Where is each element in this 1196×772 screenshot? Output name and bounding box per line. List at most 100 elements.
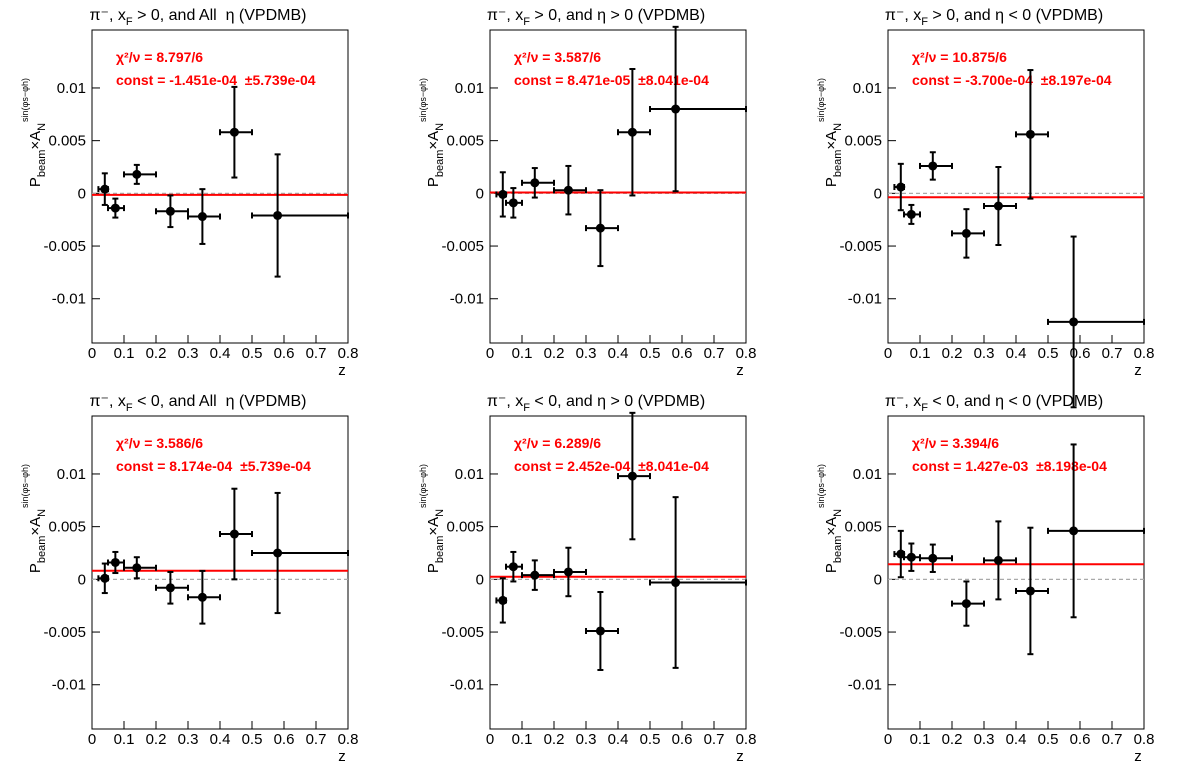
data-point [273, 548, 283, 558]
x-tick-label: 0.3 [178, 345, 199, 362]
y-tick-label: 0.01 [455, 466, 484, 483]
y-axis-label-part: ×A [425, 517, 442, 536]
data-point [1025, 129, 1035, 139]
y-axis-label-superscript: sin(φs−φh) [20, 78, 30, 122]
y-axis-label-superscript: sin(φs−φh) [20, 464, 30, 508]
x-tick-label: 0.8 [1134, 731, 1155, 748]
y-axis-label-part: beam [832, 150, 844, 178]
x-tick-label: 0.5 [640, 345, 661, 362]
y-axis-label-part: P [823, 177, 840, 187]
y-axis-label-part: beam [434, 536, 446, 564]
y-axis-label-part: beam [434, 150, 446, 178]
x-tick-label: 0.7 [704, 345, 725, 362]
x-tick-label: 0.7 [1102, 345, 1123, 362]
data-point [132, 563, 142, 573]
y-tick-label: -0.01 [450, 677, 484, 694]
x-tick-label: 0 [88, 345, 96, 362]
data-point [229, 127, 239, 137]
y-tick-label: 0 [874, 571, 882, 588]
x-tick-label: 0.8 [338, 731, 359, 748]
x-tick-label: 0.7 [1102, 731, 1123, 748]
x-tick-label: 0.1 [114, 731, 135, 748]
fit-annotation: const = 8.471e-05 ±8.041e-04 [514, 72, 709, 88]
data-point [906, 552, 916, 562]
y-axis-label-superscript: sin(φs−φh) [418, 78, 428, 122]
y-tick-label: 0.01 [853, 80, 882, 97]
panel-title: π⁻, xF < 0, and η < 0 (VPDMB) [885, 393, 1103, 414]
y-axis-label-part: N [36, 123, 48, 131]
y-axis-label-part: ×A [823, 131, 840, 150]
y-tick-label: 0.005 [446, 133, 484, 150]
x-tick-label: 0.4 [1006, 345, 1027, 362]
x-tick-label: 0.5 [242, 345, 263, 362]
fit-annotation: const = 8.174e-04 ±5.739e-04 [116, 458, 311, 474]
data-point [530, 570, 540, 580]
data-point [1025, 586, 1035, 596]
x-tick-label: 0.2 [146, 731, 167, 748]
y-axis-label-part: P [27, 563, 44, 573]
data-point [671, 578, 681, 588]
data-point [1069, 317, 1079, 327]
x-tick-label: 0 [486, 731, 494, 748]
y-tick-label: 0 [874, 185, 882, 202]
data-point [993, 555, 1003, 565]
y-tick-label: -0.005 [839, 238, 882, 255]
y-tick-label: 0.01 [57, 80, 86, 97]
fit-annotation: χ²/ν = 6.289/6 [514, 435, 601, 451]
y-axis-label-part: beam [36, 150, 48, 178]
x-tick-label: 0.1 [114, 345, 135, 362]
fit-annotation: χ²/ν = 8.797/6 [116, 49, 203, 65]
x-tick-label: 0.1 [910, 731, 931, 748]
y-axis-label-part: P [425, 177, 442, 187]
y-axis-label-superscript: sin(φs−φh) [816, 464, 826, 508]
data-point [132, 169, 142, 179]
fit-annotation: χ²/ν = 3.586/6 [116, 435, 203, 451]
panel: π⁻, xF < 0, and η < 0 (VPDMB) Pbeam×ANsin… [816, 393, 1154, 765]
x-tick-label: 0.4 [1006, 731, 1027, 748]
y-tick-label: 0.005 [446, 519, 484, 536]
data-point [595, 223, 605, 233]
x-tick-label: 0.5 [242, 731, 263, 748]
x-tick-label: 0.6 [1070, 731, 1091, 748]
y-tick-label: 0 [78, 185, 86, 202]
y-tick-label: 0.005 [48, 133, 86, 150]
x-axis-label: z [736, 748, 744, 765]
y-tick-label: -0.01 [52, 677, 86, 694]
data-point [229, 529, 239, 539]
data-point [906, 209, 916, 219]
data-point [928, 161, 938, 171]
x-tick-label: 0 [884, 345, 892, 362]
y-tick-label: -0.005 [43, 624, 86, 641]
data-point [197, 212, 207, 222]
x-tick-label: 0.6 [274, 731, 295, 748]
x-tick-label: 0.8 [736, 345, 757, 362]
x-tick-label: 0.1 [512, 731, 533, 748]
panel: π⁻, xF > 0, and η > 0 (VPDMB) Pbeam×ANsin… [418, 7, 756, 379]
panel-title: π⁻, xF < 0, and All η (VPDMB) [90, 393, 307, 414]
x-tick-label: 0.2 [942, 731, 963, 748]
data-point [928, 553, 938, 563]
y-axis-label-part: P [425, 563, 442, 573]
y-tick-label: -0.005 [43, 238, 86, 255]
x-axis-label: z [1134, 362, 1142, 379]
data-point [110, 557, 120, 567]
y-axis-label: Pbeam×AN [823, 509, 844, 573]
data-point [165, 206, 175, 216]
y-axis-label-part: ×A [823, 517, 840, 536]
y-axis-label: Pbeam×AN [425, 509, 446, 573]
x-tick-label: 0 [486, 345, 494, 362]
panel: π⁻, xF < 0, and All η (VPDMB) Pbeam×ANsin… [20, 393, 358, 765]
fit-annotation: const = -3.700e-04 ±8.197e-04 [912, 72, 1112, 88]
fit-annotation: const = -1.451e-04 ±5.739e-04 [116, 72, 316, 88]
x-tick-label: 0.3 [974, 345, 995, 362]
x-tick-label: 0.3 [576, 731, 597, 748]
y-axis-label-part: N [434, 123, 446, 131]
panel: π⁻, xF > 0, and η < 0 (VPDMB) Pbeam×ANsin… [816, 7, 1154, 409]
data-point [508, 562, 518, 572]
x-tick-label: 0.5 [1038, 345, 1059, 362]
fit-annotation: χ²/ν = 10.875/6 [912, 49, 1007, 65]
data-point [896, 182, 906, 192]
fit-annotation: χ²/ν = 3.394/6 [912, 435, 999, 451]
x-tick-label: 0.6 [672, 731, 693, 748]
data-point [1069, 526, 1079, 536]
